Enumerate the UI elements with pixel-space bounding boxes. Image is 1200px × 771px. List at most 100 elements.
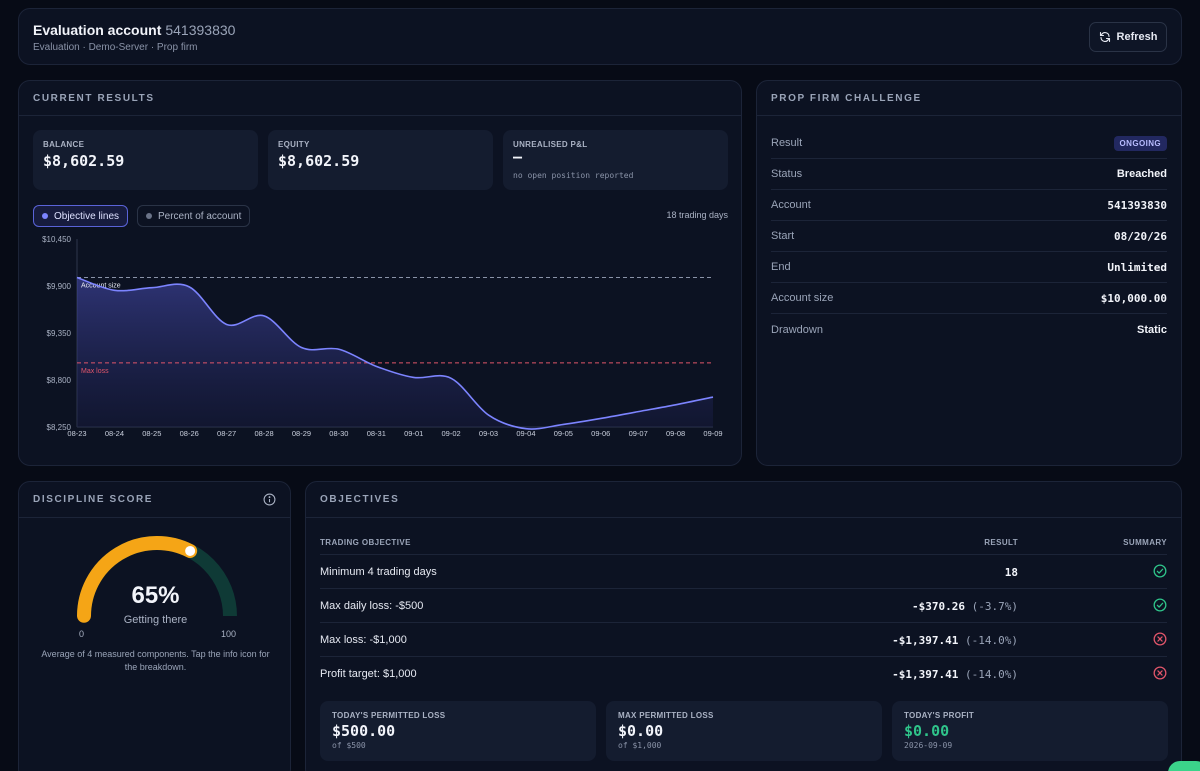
x-tick-label: 09-04	[516, 429, 535, 438]
discipline-gauge	[77, 536, 237, 623]
refresh-label: Refresh	[1116, 31, 1158, 43]
check-circle-icon	[1153, 564, 1167, 578]
unrealised-pnl-card: UNREALISED P&L — no open position report…	[503, 130, 728, 190]
challenge-key: Drawdown	[771, 323, 823, 336]
discipline-score-status: Getting there	[123, 614, 188, 626]
x-tick-label: 09-09	[703, 429, 722, 438]
percent-of-account-label: Percent of account	[158, 210, 242, 222]
challenge-row-account-size: Account size $10,000.00	[771, 283, 1167, 314]
prop-firm-challenge-panel: PROP FIRM CHALLENGE Result ONGOING Statu…	[756, 80, 1182, 466]
end-value: Unlimited	[1107, 260, 1167, 274]
account-subtitle: Evaluation · Demo-Server · Prop firm	[33, 42, 198, 53]
limit-note: of $1,000	[618, 741, 662, 750]
objective-row: Max loss: -$1,000 -$1,397.41 (-14.0%)	[320, 623, 1167, 657]
trading-days-count: 18 trading days	[666, 210, 728, 220]
x-circle-icon	[1153, 666, 1167, 680]
account-title-text: Evaluation account	[33, 22, 162, 38]
discipline-score-title: DISCIPLINE SCORE	[33, 494, 154, 505]
header-divider	[320, 554, 1167, 555]
x-tick-label: 08-27	[217, 429, 236, 438]
discipline-score-value: 65%	[131, 582, 180, 609]
check-circle-icon	[1153, 598, 1167, 612]
percent-of-account-toggle[interactable]: Percent of account	[137, 205, 251, 227]
x-tick-label: 08-28	[254, 429, 273, 438]
objective-name: Profit target: $1,000	[320, 668, 417, 680]
objective-result-value: 18	[1004, 566, 1018, 579]
objective-lines-dot	[42, 213, 48, 219]
objective-name: Max daily loss: -$500	[320, 600, 424, 612]
objective-result-value: -$1,397.41	[892, 668, 959, 681]
balance-card: BALANCE $8,602.59	[33, 130, 258, 190]
equity-card: EQUITY $8,602.59	[268, 130, 493, 190]
gauge-knob	[185, 545, 196, 556]
col-result: RESULT	[984, 538, 1018, 547]
chat-launcher-button[interactable]	[1168, 761, 1200, 771]
challenge-key: Account	[771, 199, 811, 211]
balance-line	[76, 276, 714, 430]
challenge-row-result: Result ONGOING	[771, 128, 1167, 159]
discipline-note: Average of 4 measured components. Tap th…	[41, 649, 270, 672]
prop-firm-challenge-title: PROP FIRM CHALLENGE	[771, 93, 922, 104]
x-tick-label: 09-02	[442, 429, 461, 438]
y-tick-label: $9,900	[47, 282, 72, 291]
panel-divider	[757, 115, 1181, 116]
challenge-row-start: Start 08/20/26	[771, 221, 1167, 252]
account-title: Evaluation account 541393830	[33, 22, 235, 38]
challenge-row-account: Account 541393830	[771, 190, 1167, 221]
challenge-key: Result	[771, 137, 803, 149]
objectives-panel: OBJECTIVES TRADING OBJECTIVE RESULT SUMM…	[305, 481, 1182, 771]
gauge-fill	[77, 536, 198, 623]
discipline-score-panel: DISCIPLINE SCORE 65% Getting there 0 100…	[18, 481, 291, 771]
unrealised-pnl-note: no open position reported	[513, 171, 634, 180]
objective-result: -$1,397.41 (-14.0%)	[892, 634, 1018, 647]
x-tick-label: 09-05	[554, 429, 573, 438]
objective-lines-toggle[interactable]: Objective lines	[33, 205, 129, 227]
drawdown-value: Static	[1137, 323, 1167, 336]
x-tick-label: 09-07	[629, 429, 648, 438]
challenge-row-drawdown: Drawdown Static	[771, 314, 1167, 345]
challenge-row-end: End Unlimited	[771, 252, 1167, 283]
objective-lines-label: Objective lines	[54, 210, 120, 222]
limit-note: of $500	[332, 741, 366, 750]
x-tick-label: 08-29	[292, 429, 311, 438]
x-tick-label: 09-01	[404, 429, 423, 438]
info-icon[interactable]	[263, 493, 276, 506]
objective-name: Minimum 4 trading days	[320, 566, 437, 578]
todays-profit-card: TODAY'S PROFIT $0.00 2026-09-09	[892, 701, 1168, 761]
x-tick-label: 08-25	[142, 429, 161, 438]
x-tick-label: 08-31	[367, 429, 386, 438]
unrealised-pnl-label: UNREALISED P&L	[513, 140, 588, 149]
y-tick-label: $8,800	[47, 376, 72, 385]
equity-label: EQUITY	[278, 140, 310, 149]
gauge-min-label: 0	[79, 629, 85, 639]
objective-result: 18	[1005, 566, 1018, 579]
limit-label: TODAY'S PROFIT	[904, 711, 975, 720]
balance-area	[77, 277, 713, 430]
challenge-row-status: Status Breached	[771, 159, 1167, 190]
todays-permitted-loss-card: TODAY'S PERMITTED LOSS $500.00 of $500	[320, 701, 596, 761]
account-number: 541393830	[165, 22, 236, 38]
objective-row: Max daily loss: -$500 -$370.26 (-3.7%)	[320, 589, 1167, 623]
balance-label: BALANCE	[43, 140, 85, 149]
challenge-key: End	[771, 261, 791, 273]
refresh-button[interactable]: Refresh	[1089, 22, 1167, 52]
objective-row: Minimum 4 trading days 18	[320, 555, 1167, 589]
y-tick-label: $8,250	[47, 423, 72, 432]
status-value: Breached	[1116, 168, 1167, 180]
start-value: 08/20/26	[1114, 229, 1167, 243]
account-header: Evaluation account 541393830 Evaluation ·…	[18, 8, 1182, 65]
panel-divider	[19, 115, 741, 116]
objectives-title: OBJECTIVES	[320, 494, 400, 505]
x-tick-label: 09-03	[479, 429, 498, 438]
unrealised-pnl-value: —	[513, 148, 523, 166]
gauge-max-label: 100	[221, 629, 237, 639]
challenge-key: Start	[771, 230, 795, 242]
objective-result: -$1,397.41 (-14.0%)	[892, 668, 1018, 681]
limit-label: TODAY'S PERMITTED LOSS	[332, 711, 446, 720]
x-tick-label: 09-08	[666, 429, 685, 438]
reference-line-label: Max loss	[81, 368, 109, 375]
result-badge: ONGOING	[1113, 135, 1167, 151]
account-size-value: $10,000.00	[1100, 291, 1167, 305]
objective-name: Max loss: -$1,000	[320, 634, 407, 646]
